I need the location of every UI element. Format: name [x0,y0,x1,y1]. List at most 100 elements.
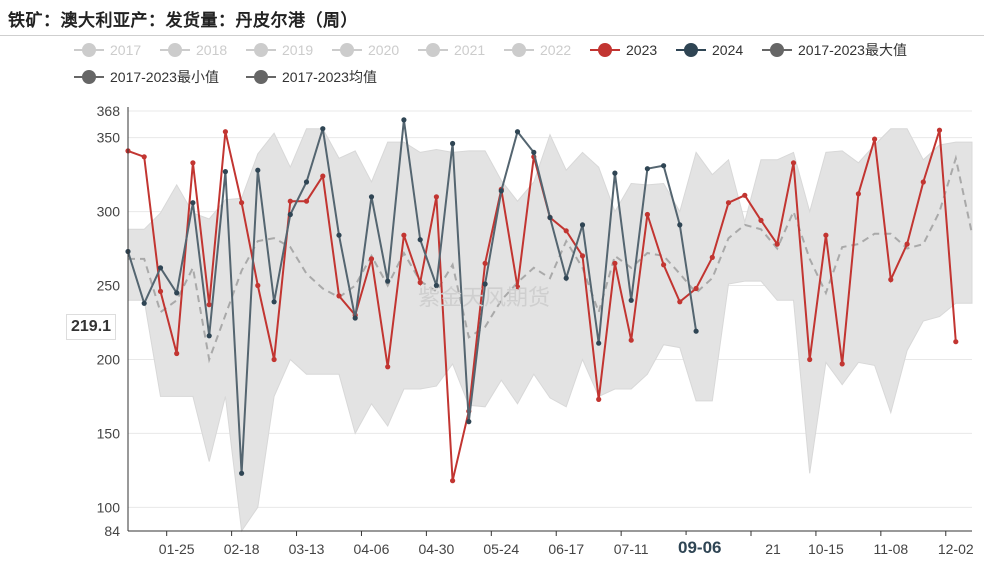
x-tick-label: 11-08 [873,541,908,557]
data-point-2023 [936,127,943,133]
data-point-2023 [433,194,439,200]
data-point-2024 [482,281,488,287]
data-point-2023 [271,356,277,363]
data-point-2024 [287,211,293,218]
data-point-2023 [368,256,375,262]
legend-item-max[interactable]: 2017-2023最大值 [762,39,907,61]
legend-marker-icon [418,43,448,57]
legend-item-2021[interactable]: 2021 [418,39,485,61]
data-point-2023 [725,200,732,206]
data-point-2024 [157,265,164,271]
data-point-2023 [953,339,959,345]
data-point-2023 [174,350,180,357]
data-point-2024 [385,278,391,284]
data-point-2024 [450,140,456,147]
y-tick-label: 350 [97,130,121,146]
legend-item-2024[interactable]: 2024 [676,39,743,61]
legend-marker-icon [246,43,276,57]
data-point-2024 [255,167,261,173]
data-point-2024 [368,194,375,200]
legend-item-mean[interactable]: 2017-2023均值 [246,66,377,88]
x-tick-label: 03-13 [289,541,325,557]
data-point-2023 [222,129,228,135]
x-tick-label: 04-30 [418,541,454,557]
x-tick-label: 10-15 [808,541,844,557]
data-point-2024 [579,222,586,228]
y-tick-label: 100 [97,499,121,515]
watermark: 紫金天风期货 [418,286,551,311]
data-point-2023 [303,198,310,204]
data-point-2024 [222,169,228,175]
legend-marker-icon [676,43,706,57]
axis-pointer-x-label: 09-06 [674,535,726,561]
legend-item-min[interactable]: 2017-2023最小值 [74,66,219,88]
data-point-2024 [352,315,358,321]
data-point-2023 [385,364,391,370]
data-point-2024 [433,282,439,289]
legend-item-2023[interactable]: 2023 [590,39,657,61]
data-point-2024 [563,275,569,281]
legend-item-2019[interactable]: 2019 [246,39,313,61]
data-point-2024 [206,333,212,339]
data-point-2024 [320,126,326,132]
data-point-2023 [677,299,683,305]
data-point-2023 [239,200,245,206]
data-point-2023 [790,160,797,166]
data-point-2023 [320,173,326,179]
chart-title: 铁矿：澳大利亚产：发货量：丹皮尔港（周） [8,11,358,31]
data-point-2023 [157,288,164,294]
legend-item-2022[interactable]: 2022 [504,39,571,61]
x-tick-label: 07-11 [614,541,649,557]
y-tick-label: 200 [97,351,121,367]
legend-item-2017[interactable]: 2017 [74,39,141,61]
data-point-2023 [336,293,342,299]
data-point-2023 [255,282,261,289]
data-point-2023 [482,260,488,266]
legend-item-2020[interactable]: 2020 [332,39,399,61]
y-tick-label: 150 [97,425,121,441]
x-tick-label-partial: 21 [765,541,781,557]
axis-pointer-y-label: 219.1 [66,314,117,340]
legend-marker-icon [504,43,534,57]
x-tick-label: 04-06 [354,541,390,557]
y-tick-label: 300 [97,204,121,220]
data-point-2024 [531,149,537,155]
data-point-2024 [239,470,245,476]
data-point-2023 [855,191,862,197]
title-divider [0,35,984,36]
data-point-2024 [514,129,521,135]
data-point-2023 [904,241,910,247]
y-tick-label: 84 [104,523,120,539]
data-point-2023 [206,302,212,308]
data-point-2023 [872,136,878,142]
data-point-2024 [628,297,634,303]
x-tick-label: 01-25 [159,541,195,557]
chart-legend: 2017 2018 2019 2020 2021 2022 2023 2024 … [0,38,984,98]
x-tick-label: 12-02 [938,541,974,557]
legend-marker-icon [590,43,620,57]
data-point-2024 [644,166,651,172]
data-point-2024 [661,163,667,169]
data-point-2023 [742,192,748,198]
data-point-2023 [693,285,699,292]
data-point-2023 [190,160,196,166]
y-tick-label: 368 [97,103,121,119]
data-point-2023 [888,277,894,283]
data-point-2023 [839,361,845,367]
legend-marker-icon [160,43,190,57]
data-point-2024 [417,237,423,243]
x-tick-label: 02-18 [224,541,260,557]
legend-item-2018[interactable]: 2018 [160,39,227,61]
data-point-2023 [758,217,764,223]
data-point-2024 [547,214,553,221]
series-line-2024 [127,119,698,474]
data-point-2023 [596,396,602,402]
data-point-2024 [336,232,342,238]
data-point-2023 [807,356,813,363]
data-point-2023 [709,254,715,260]
data-point-2023 [563,228,569,234]
data-point-2024 [498,188,504,194]
data-point-2023 [644,211,651,218]
data-point-2024 [401,117,407,123]
